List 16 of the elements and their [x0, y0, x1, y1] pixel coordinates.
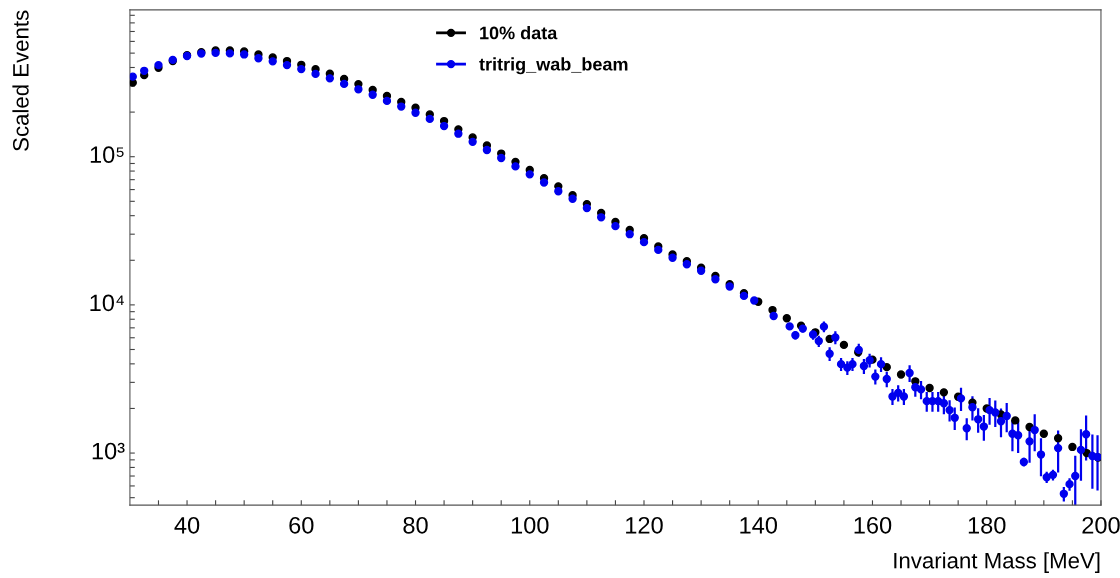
x-tick-label: 60: [289, 516, 314, 534]
x-axis-title: Invariant Mass [MeV]: [894, 552, 1100, 573]
legend-label: tritrig_wab_beam: [479, 57, 628, 75]
legend-label: 10% data: [480, 26, 558, 40]
x-tick-label: 180: [968, 516, 1006, 534]
y-tick-label: 10⁵: [90, 146, 124, 164]
x-tick-label: 200: [1082, 516, 1120, 534]
x-tick-label: 80: [403, 516, 428, 534]
x-tick-label: 160: [854, 516, 892, 534]
y-tick-label: 10⁴: [90, 294, 124, 312]
y-axis-title: Scaled Events: [12, 10, 29, 151]
x-tick-label: 40: [174, 516, 200, 534]
y-tick-label: 10³: [92, 442, 125, 460]
x-tick-label: 100: [511, 516, 549, 534]
x-tick-label: 120: [626, 516, 663, 534]
x-tick-label: 140: [740, 516, 778, 534]
